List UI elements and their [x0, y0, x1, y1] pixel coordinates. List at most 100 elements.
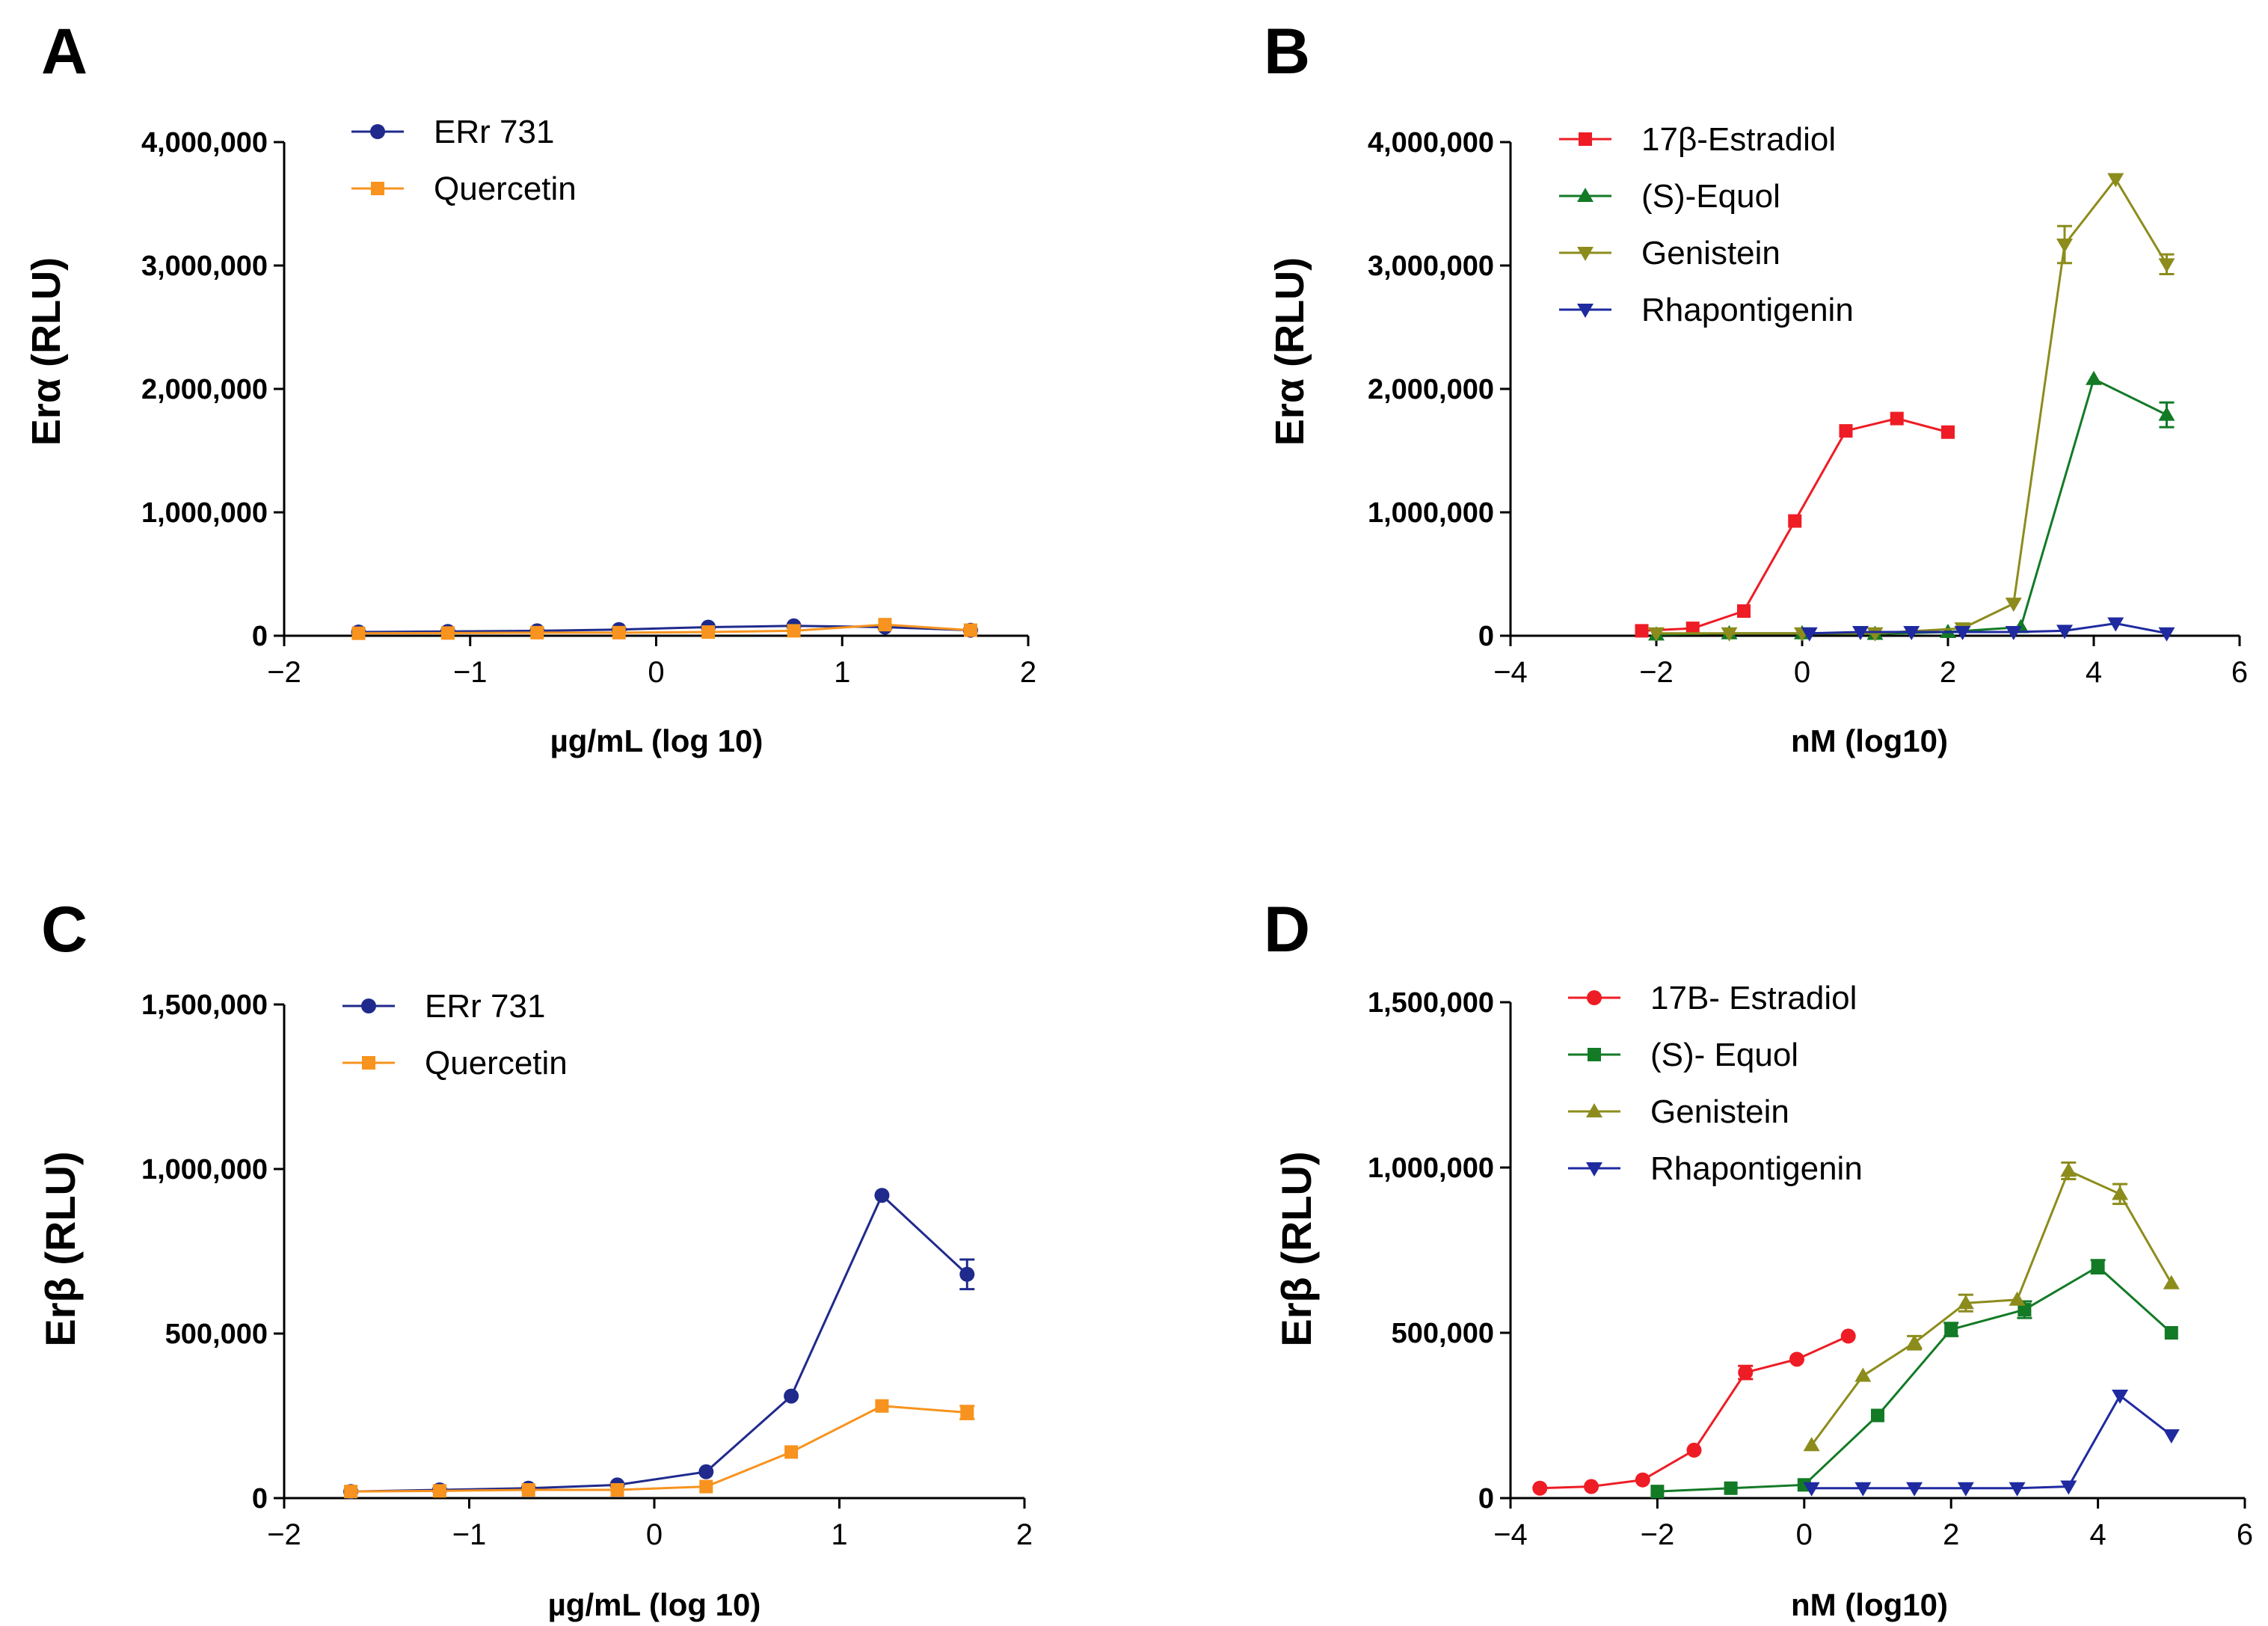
- data-point: [1584, 1479, 1599, 1494]
- legend-entry: Rhapontigenin: [1559, 292, 1854, 328]
- legend-marker: [1579, 132, 1592, 146]
- data-point: [1789, 1352, 1804, 1367]
- data-point: [1854, 1367, 1872, 1382]
- data-point: [1532, 1480, 1548, 1496]
- panel-a: A 0 1,000,000 2,000,000 3,000,000 4,000,000 −2…: [24, 16, 1036, 758]
- legend-label: Quercetin: [434, 171, 577, 207]
- data-point: [1737, 604, 1751, 618]
- data-point: [1803, 1437, 1820, 1452]
- series-quercetin: [344, 1399, 975, 1499]
- x-axis-label: nM (log10): [1791, 723, 1948, 758]
- series-rhapontigenin: [1801, 617, 2175, 642]
- legend-marker: [1587, 990, 1602, 1005]
- data-point: [878, 618, 892, 632]
- x-axis-label: µg/mL (log 10): [548, 1587, 761, 1622]
- data-point: [2112, 1185, 2129, 1200]
- y-axis-label: Erα (RLU): [1267, 257, 1312, 446]
- y-tick-label: 1,500,000: [1368, 987, 1494, 1019]
- series-17-estradiol: [1635, 411, 1955, 638]
- y-tick-label: 0: [1478, 1483, 1494, 1515]
- legend-label: 17B- Estradiol: [1650, 980, 1857, 1016]
- panel-letter: B: [1264, 16, 1310, 88]
- data-point: [1724, 1481, 1738, 1495]
- x-tick-label: 0: [1794, 656, 1810, 689]
- x-tick-label: 2: [1943, 1518, 1959, 1551]
- data-point: [2005, 598, 2022, 613]
- panel-c: C 0 500,000 1,000,000 1,500,000 −2 −1 0 1 2 µg/mL …: [37, 894, 1033, 1622]
- panel-b: B 0 1,000,000 2,000,000 3,000,000 4,000,000 −4…: [1264, 16, 2248, 758]
- y-axis-label: Erα (RLU): [24, 257, 69, 446]
- series-line: [1809, 622, 2167, 635]
- x-tick-label: 2: [1020, 656, 1036, 689]
- data-point: [1852, 626, 1869, 641]
- legend-label: ERr 731: [434, 114, 554, 150]
- data-point: [1721, 627, 1738, 642]
- data-point: [960, 1405, 974, 1420]
- y-tick-label: 0: [1478, 621, 1494, 652]
- data-point: [1890, 411, 1904, 426]
- x-tick-label: −2: [267, 656, 301, 689]
- data-point: [963, 623, 977, 637]
- x-axis-label: µg/mL (log 10): [550, 723, 763, 758]
- data-point: [959, 1266, 975, 1282]
- data-point: [2056, 625, 2073, 639]
- data-point: [1903, 626, 1920, 641]
- legend-marker: [1588, 1048, 1601, 1061]
- data-point: [2158, 406, 2175, 421]
- panel-letter: C: [41, 894, 87, 966]
- legend-entry: 17B- Estradiol: [1568, 980, 1857, 1016]
- legend-entry: ERr 731: [351, 114, 554, 150]
- data-point: [1906, 1334, 1923, 1349]
- legend-label: Genistein: [1650, 1093, 1789, 1130]
- legend-marker: [1586, 1103, 1602, 1117]
- data-point: [1650, 1485, 1665, 1499]
- y-tick-label: 1,500,000: [141, 990, 268, 1021]
- legend-marker: [1577, 188, 1594, 202]
- legend-marker: [1577, 304, 1594, 318]
- data-point: [351, 626, 366, 640]
- data-point: [2086, 370, 2102, 385]
- x-tick-label: 2: [1016, 1518, 1033, 1551]
- data-point: [2009, 1482, 2026, 1497]
- data-point: [1871, 1408, 1884, 1423]
- x-tick-label: −4: [1493, 1518, 1528, 1551]
- data-point: [440, 626, 455, 640]
- data-point: [1941, 425, 1955, 439]
- data-point: [1840, 1328, 1856, 1344]
- data-point: [2060, 1162, 2077, 1177]
- legend-entry: Quercetin: [351, 171, 577, 207]
- data-point: [2107, 173, 2124, 188]
- data-point: [1957, 1295, 1974, 1310]
- y-tick-label: 500,000: [165, 1319, 268, 1350]
- legend-label: (S)-Equol: [1641, 178, 1780, 215]
- panel-letter: D: [1264, 894, 1310, 966]
- series-line: [1811, 1393, 2172, 1490]
- y-tick-label: 0: [252, 1483, 268, 1515]
- x-tick-label: −4: [1493, 656, 1528, 689]
- data-point: [521, 1483, 535, 1497]
- data-point: [1954, 626, 1971, 641]
- data-point: [2009, 1291, 2026, 1306]
- data-point: [432, 1484, 446, 1498]
- legend-label: Quercetin: [425, 1045, 568, 1082]
- data-point: [530, 625, 544, 639]
- legend-entry: Genistein: [1559, 235, 1780, 271]
- legend-marker: [370, 124, 385, 139]
- series-rhapontigenin: [1803, 1389, 2180, 1497]
- data-point: [1944, 1322, 1958, 1337]
- data-point: [612, 625, 626, 639]
- data-point: [1957, 1482, 1974, 1497]
- legend-label: Rhapontigenin: [1650, 1150, 1863, 1187]
- legend-marker: [361, 998, 376, 1013]
- x-tick-label: −2: [1641, 1518, 1675, 1551]
- data-point: [2005, 626, 2022, 641]
- y-tick-label: 2,000,000: [141, 374, 268, 405]
- data-point: [784, 1445, 799, 1459]
- data-point: [1738, 1365, 1754, 1381]
- data-point: [2158, 258, 2175, 273]
- x-tick-label: −1: [452, 1518, 487, 1551]
- data-point: [344, 1485, 358, 1499]
- legend-label: ERr 731: [425, 988, 545, 1025]
- data-point: [1866, 627, 1884, 642]
- series-line: [351, 1193, 968, 1493]
